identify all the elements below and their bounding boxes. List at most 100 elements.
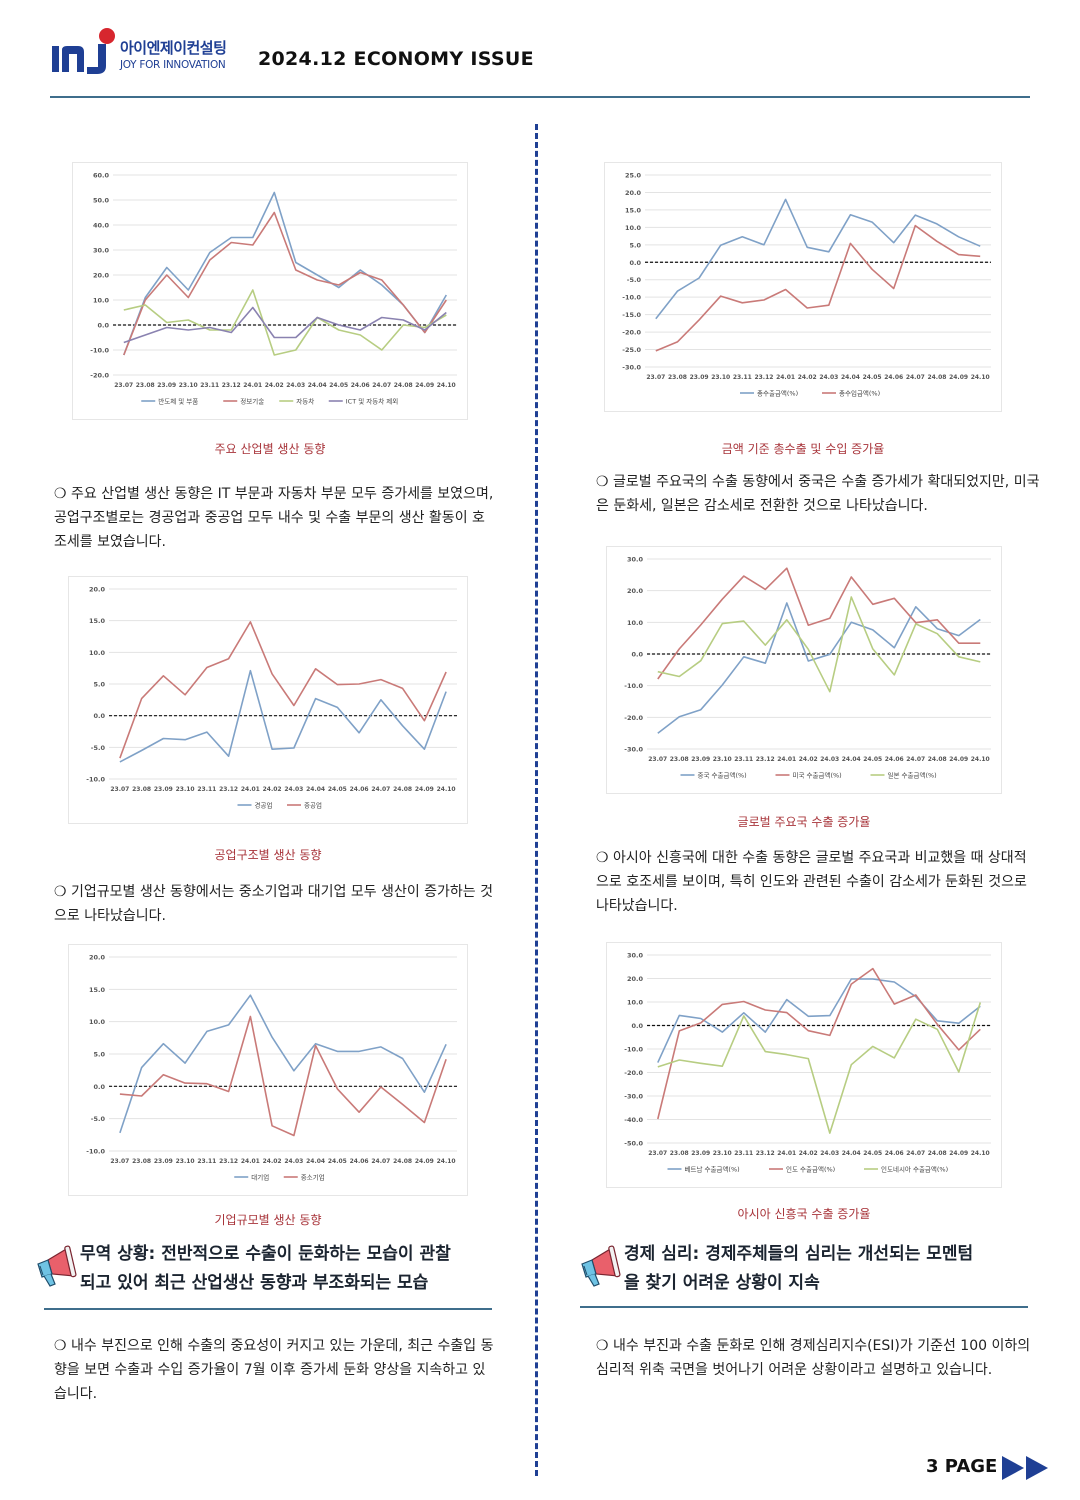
x-tick-label: 24.10 <box>971 1150 990 1157</box>
y-tick-label: -25.0 <box>622 346 641 354</box>
series-line-1 <box>123 191 447 356</box>
x-tick-label: 24.02 <box>263 786 282 793</box>
x-tick-label: 24.01 <box>241 786 260 793</box>
series-line-3 <box>657 596 981 693</box>
paragraph-global-exports: ❍ 글로벌 주요국의 수출 동향에서 중국은 수출 증가세가 확대되었지만, 미… <box>596 474 1040 514</box>
y-tick-label: 10.0 <box>89 1018 106 1026</box>
x-tick-label: 23.10 <box>176 1158 195 1165</box>
paragraph-sentiment: ❍ 내수 부진과 수출 둔화로 인해 경제심리지수(ESI)가 기준선 100 … <box>596 1338 1031 1378</box>
x-tick-label: 24.06 <box>885 1150 904 1157</box>
company-tagline: JOY FOR INNOVATION <box>120 59 226 71</box>
y-tick-label: 0.0 <box>93 712 105 720</box>
x-tick-label: 23.12 <box>222 382 241 389</box>
company-name: 아이엔제이컨설팅 <box>120 39 227 57</box>
x-tick-label: 24.02 <box>799 1150 818 1157</box>
y-tick-label: -5.0 <box>627 276 642 284</box>
y-tick-label: 0.0 <box>97 322 109 330</box>
legend-label: 총수입금액(%) <box>839 389 880 398</box>
section-trade-title: 무역 상황: 전반적으로 수출이 둔화하는 모습이 관찰 되고 있어 최근 산업… <box>80 1240 451 1298</box>
chart-caption-industry-structure: 공업구조별 생산 동향 <box>214 848 322 862</box>
x-tick-label: 24.04 <box>841 374 860 381</box>
series-line-2 <box>123 211 447 356</box>
x-tick-label: 24.10 <box>971 374 990 381</box>
series-line-1 <box>119 994 447 1134</box>
x-tick-label: 23.11 <box>734 756 753 763</box>
x-tick-label: 24.01 <box>243 382 262 389</box>
section-sentiment-underline <box>580 1306 1028 1308</box>
y-tick-label: 15.0 <box>89 986 106 994</box>
x-tick-label: 24.07 <box>371 786 390 793</box>
y-tick-label: 15.0 <box>89 617 106 625</box>
x-tick-label: 23.09 <box>154 786 173 793</box>
x-tick-label: 24.02 <box>799 756 818 763</box>
x-tick-label: 24.05 <box>328 786 347 793</box>
x-tick-label: 24.08 <box>927 374 946 381</box>
x-tick-label: 24.04 <box>842 756 861 763</box>
x-tick-label: 24.03 <box>819 374 838 381</box>
x-tick-label: 24.01 <box>777 1150 796 1157</box>
x-tick-label: 24.05 <box>863 756 882 763</box>
page-label: 3 PAGE <box>926 1456 998 1477</box>
series-line-2 <box>657 567 981 680</box>
x-tick-label: 24.09 <box>415 1158 434 1165</box>
x-tick-label: 24.06 <box>350 1158 369 1165</box>
x-tick-label: 24.05 <box>863 1150 882 1157</box>
x-tick-label: 24.05 <box>328 1158 347 1165</box>
series-line-2 <box>119 621 447 759</box>
x-tick-label: 23.10 <box>176 786 195 793</box>
x-tick-label: 23.10 <box>713 756 732 763</box>
legend-label: 중소기업 <box>301 1173 325 1182</box>
x-tick-label: 23.08 <box>670 756 689 763</box>
series-line-4 <box>123 306 447 344</box>
y-tick-label: 0.0 <box>631 1022 643 1030</box>
x-tick-label: 24.02 <box>265 382 284 389</box>
y-tick-label: 0.0 <box>629 259 641 267</box>
y-tick-label: -10.0 <box>86 1148 105 1156</box>
legend-label: ICT 및 자동차 제외 <box>346 397 399 406</box>
paragraph-trade: ❍ 내수 부진으로 인해 수출의 중요성이 커지고 있는 가운데, 최근 수출입… <box>54 1338 494 1402</box>
legend-label: 반도체 및 부품 <box>158 397 198 406</box>
y-tick-label: -5.0 <box>91 744 106 752</box>
y-tick-label: 20.0 <box>89 586 106 594</box>
legend-label: 중국 수출금액(%) <box>698 771 747 780</box>
x-tick-label: 24.06 <box>351 382 370 389</box>
y-tick-label: 20.0 <box>93 272 110 280</box>
legend-label: 대기업 <box>251 1173 269 1182</box>
legend-label: 인도네시아 수출금액(%) <box>881 1165 948 1174</box>
y-tick-label: -20.0 <box>624 714 643 722</box>
series-line-3 <box>123 289 447 356</box>
legend-label: 미국 수출금액(%) <box>793 771 842 780</box>
x-tick-label: 23.10 <box>713 1150 732 1157</box>
chart-caption-total-trade: 금액 기준 총수출 및 수입 증가율 <box>721 442 885 456</box>
x-tick-label: 24.05 <box>863 374 882 381</box>
section-trade-title-line1: 무역 상황: 전반적으로 수출이 둔화하는 모습이 관찰 <box>80 1244 451 1264</box>
x-tick-label: 23.08 <box>668 374 687 381</box>
legend-label: 정보기술 <box>240 397 264 406</box>
chart5-svg: -30.0 -20.0 -10.0 0.0 10.0 20.0 30.0 23.07 23.08… <box>624 556 991 780</box>
y-tick-label: -10.0 <box>622 294 641 302</box>
chart-caption-global-exports: 글로벌 주요국 수출 증가율 <box>737 815 871 829</box>
paragraph-asia-exports: ❍ 아시아 신흥국에 대한 수출 동향은 글로벌 주요국과 비교했을 때 상대적… <box>596 850 1027 914</box>
x-tick-label: 23.12 <box>219 786 238 793</box>
section-trade-title-line2: 되고 있어 최근 산업생산 동향과 부조화되는 모습 <box>80 1273 429 1293</box>
x-tick-label: 23.12 <box>754 374 773 381</box>
megaphone-icon <box>37 1245 77 1287</box>
x-tick-label: 23.11 <box>733 374 752 381</box>
x-tick-label: 24.10 <box>971 756 990 763</box>
double-arrow-icon <box>1002 1456 1048 1480</box>
y-tick-label: 30.0 <box>627 556 644 564</box>
series-line-3 <box>657 1002 982 1134</box>
x-tick-label: 23.12 <box>756 756 775 763</box>
x-tick-label: 23.07 <box>114 382 133 389</box>
series-line-1 <box>657 978 981 1063</box>
x-tick-label: 24.04 <box>306 1158 325 1165</box>
page-header: 아이엔제이컨설팅 JOY FOR INNOVATION 2024.12 ECON… <box>50 26 1030 98</box>
y-tick-label: 15.0 <box>625 206 642 214</box>
y-tick-label: 25.0 <box>625 172 642 180</box>
section-trade-heading: 무역 상황: 전반적으로 수출이 둔화하는 모습이 관찰 되고 있어 최근 산업… <box>34 1240 504 1300</box>
x-tick-label: 24.09 <box>415 382 434 389</box>
y-tick-label: -20.0 <box>624 1069 643 1077</box>
x-tick-label: 24.03 <box>286 382 305 389</box>
x-tick-label: 24.01 <box>241 1158 260 1165</box>
y-tick-label: 60.0 <box>93 172 110 180</box>
